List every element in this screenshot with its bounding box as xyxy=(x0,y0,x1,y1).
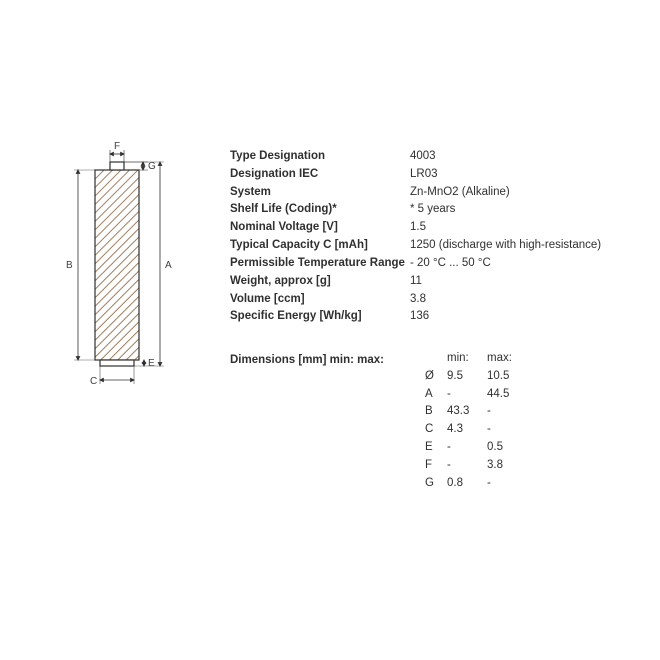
spec-value: 1.5 xyxy=(410,219,640,237)
dimensions-header: min: max: xyxy=(425,350,527,368)
spec-list: Type Designation4003 Designation IECLR03… xyxy=(230,148,640,326)
spec-label: Typical Capacity C [mAh] xyxy=(230,237,410,255)
spec-row: Shelf Life (Coding)** 5 years xyxy=(230,201,640,219)
battery-diagram: F G A B C E xyxy=(40,140,200,400)
spec-value: 136 xyxy=(410,308,640,326)
dimensions-row: B43.3- xyxy=(425,403,527,421)
dimensions-row: A-44.5 xyxy=(425,386,527,404)
spec-row: Weight, approx [g]11 xyxy=(230,273,640,291)
spec-row: Specific Energy [Wh/kg]136 xyxy=(230,308,640,326)
spec-label: Weight, approx [g] xyxy=(230,273,410,291)
spec-label: Designation IEC xyxy=(230,166,410,184)
spec-label: Permissible Temperature Range xyxy=(230,255,410,273)
dim-label-f: F xyxy=(114,141,120,152)
dim-label-c: C xyxy=(90,376,97,387)
spec-row: Typical Capacity C [mAh]1250 (discharge … xyxy=(230,237,640,255)
spec-value: 4003 xyxy=(410,148,640,166)
dimensions-row: C4.3- xyxy=(425,421,527,439)
dimensions-block: Dimensions [mm] min: max: min: max: Ø9.5… xyxy=(230,350,640,368)
dimensions-row: G0.8- xyxy=(425,475,527,493)
spec-row: SystemZn-MnO2 (Alkaline) xyxy=(230,184,640,202)
spec-value: Zn-MnO2 (Alkaline) xyxy=(410,184,640,202)
dimensions-title: Dimensions [mm] min: max: xyxy=(230,354,410,366)
dimensions-row: Ø9.510.5 xyxy=(425,368,527,386)
spec-value: * 5 years xyxy=(410,201,640,219)
spec-label: Volume [ccm] xyxy=(230,291,410,309)
spec-label: System xyxy=(230,184,410,202)
dimensions-row: E-0.5 xyxy=(425,439,527,457)
dim-label-a: A xyxy=(165,260,172,271)
dim-header-min: min: xyxy=(447,350,487,368)
dimensions-table: min: max: Ø9.510.5 A-44.5 B43.3- C4.3- E… xyxy=(425,350,527,493)
spec-row: Nominal Voltage [V]1.5 xyxy=(230,219,640,237)
dim-label-b: B xyxy=(66,260,73,271)
spec-label: Type Designation xyxy=(230,148,410,166)
spec-label: Shelf Life (Coding)* xyxy=(230,201,410,219)
spec-value: 1250 (discharge with high-resistance) xyxy=(410,237,640,255)
spec-value: LR03 xyxy=(410,166,640,184)
dimensions-row: F-3.8 xyxy=(425,457,527,475)
spec-row: Designation IECLR03 xyxy=(230,166,640,184)
dim-label-g: G xyxy=(148,161,156,172)
spec-row: Type Designation4003 xyxy=(230,148,640,166)
dim-label-e: E xyxy=(148,358,155,369)
spec-row: Permissible Temperature Range- 20 °C ...… xyxy=(230,255,640,273)
spec-label: Specific Energy [Wh/kg] xyxy=(230,308,410,326)
spec-value: - 20 °C ... 50 °C xyxy=(410,255,640,273)
spec-row: Volume [ccm]3.8 xyxy=(230,291,640,309)
datasheet: F G A B C E Type Des xyxy=(0,0,660,660)
spec-label: Nominal Voltage [V] xyxy=(230,219,410,237)
spec-value: 3.8 xyxy=(410,291,640,309)
dim-header-max: max: xyxy=(487,350,527,368)
spec-value: 11 xyxy=(410,273,640,291)
